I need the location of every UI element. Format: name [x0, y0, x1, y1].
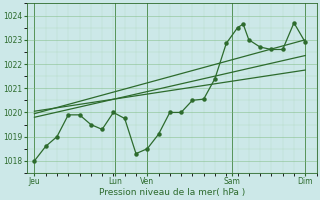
X-axis label: Pression niveau de la mer( hPa ): Pression niveau de la mer( hPa ): [99, 188, 245, 197]
